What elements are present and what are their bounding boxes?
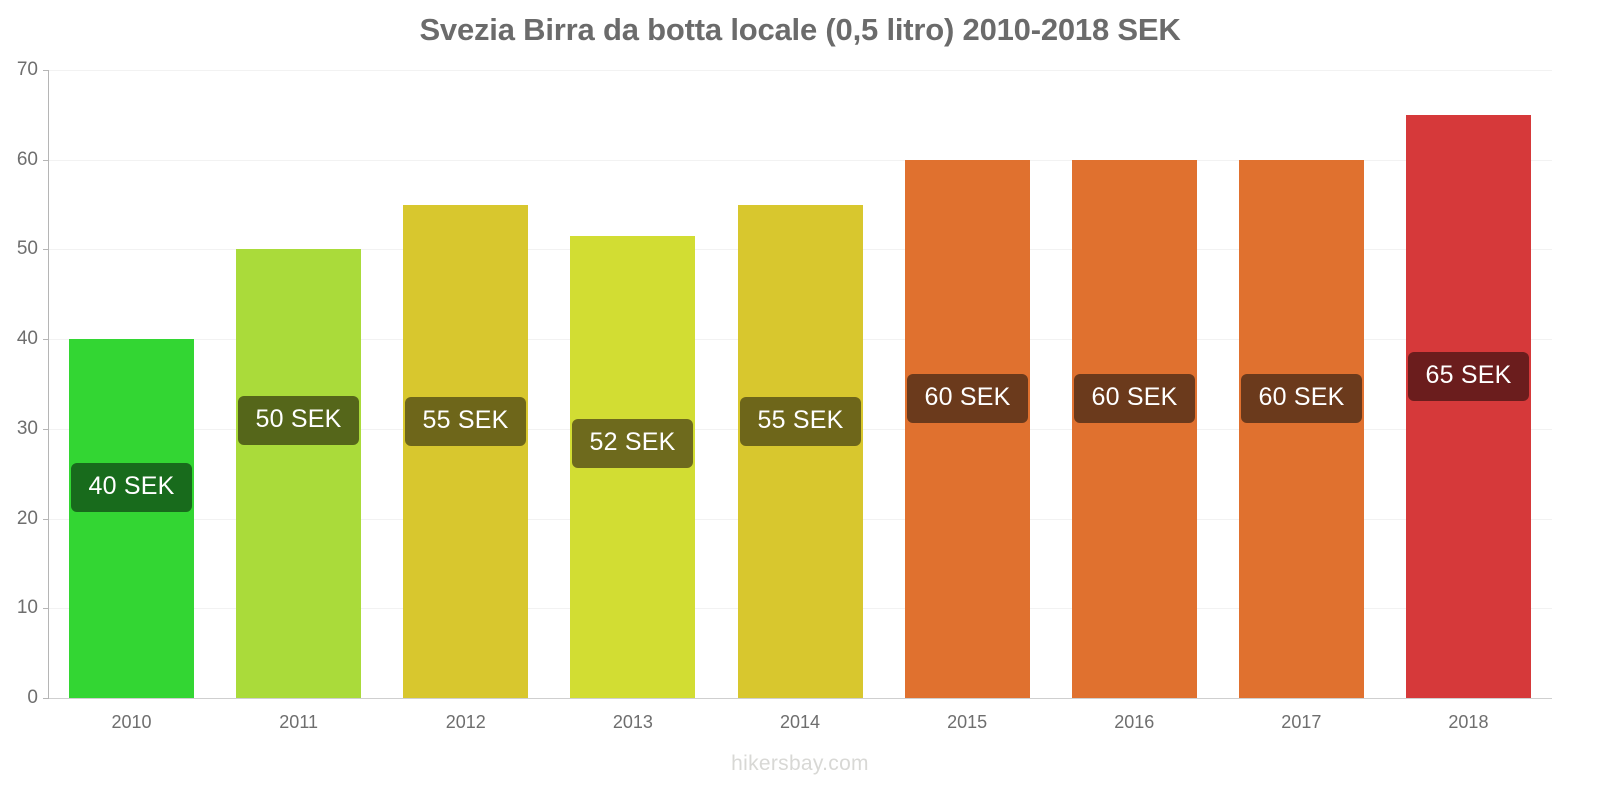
bar-value-label: 50 SEK — [238, 396, 359, 445]
x-axis-tick-label: 2010 — [111, 712, 152, 732]
x-axis-tick-label: 2016 — [1114, 712, 1155, 732]
y-axis-tick-label: 60 — [16, 148, 38, 170]
x-axis-tick-label: 2017 — [1281, 712, 1322, 732]
bar-value-label: 40 SEK — [71, 463, 192, 512]
y-axis-tick-label: 40 — [16, 328, 38, 350]
y-axis-tick-label: 70 — [16, 59, 38, 80]
bar[interactable] — [905, 159, 1030, 698]
x-axis-tick-label: 2011 — [279, 712, 319, 732]
bar-value-label: 60 SEK — [1074, 374, 1195, 423]
bar-value-label: 60 SEK — [907, 374, 1028, 423]
chart-title: Svezia Birra da botta locale (0,5 litro)… — [419, 12, 1181, 47]
bar[interactable] — [1406, 114, 1531, 698]
x-axis-tick-label: 2014 — [779, 712, 821, 732]
bar[interactable] — [236, 249, 361, 698]
bar-value-label: 65 SEK — [1408, 352, 1529, 401]
bar[interactable] — [403, 204, 528, 698]
x-axis-tick-label: 2012 — [445, 712, 486, 732]
bar[interactable] — [1072, 159, 1197, 698]
y-axis-tick-label: 20 — [16, 507, 38, 529]
y-axis-tick-label: 30 — [16, 417, 38, 439]
bar[interactable] — [738, 204, 863, 698]
bar-value-label: 55 SEK — [740, 397, 861, 446]
y-axis-line — [48, 70, 49, 698]
bar[interactable] — [69, 339, 194, 698]
bar-value-label: 55 SEK — [405, 397, 526, 446]
bar-value-label: 52 SEK — [572, 419, 693, 468]
bar-value-label: 60 SEK — [1241, 374, 1362, 423]
watermark: hikersbay.com — [731, 752, 869, 775]
x-axis-tick-label: 2015 — [947, 712, 988, 732]
x-axis-tick-label: 2018 — [1448, 712, 1489, 732]
y-axis-tick-label: 50 — [16, 238, 38, 260]
gridline — [48, 159, 1552, 161]
x-axis-line — [48, 698, 1552, 699]
y-axis-tick-label: 10 — [16, 597, 38, 619]
y-axis-tick-label: 0 — [27, 687, 38, 708]
bar[interactable] — [1239, 159, 1364, 698]
gridline — [48, 70, 1552, 71]
x-axis-tick-label: 2013 — [612, 712, 653, 732]
